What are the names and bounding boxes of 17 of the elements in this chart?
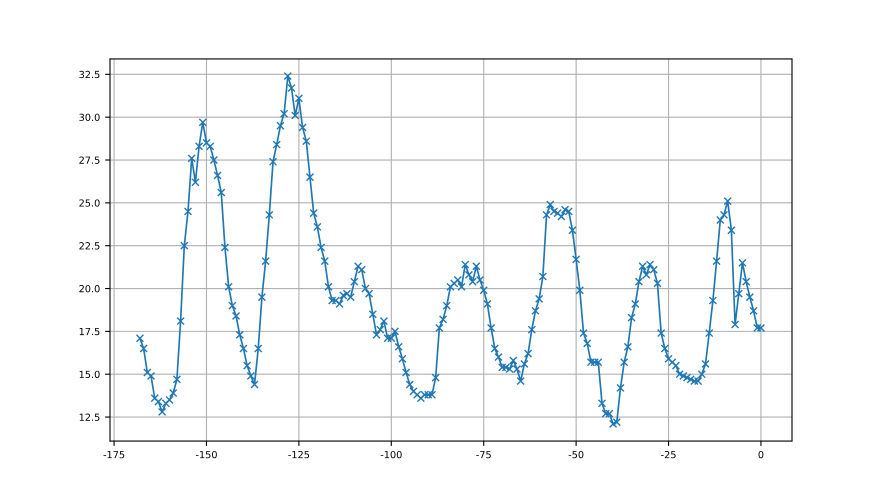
- x-tick-label: -175: [104, 451, 124, 458]
- x-tick-label: -125: [288, 450, 310, 458]
- y-tick-label: 30.0: [79, 114, 100, 121]
- y-tick-label: 17.5: [80, 328, 100, 336]
- y-tick-label: 22.5: [79, 242, 100, 250]
- y-tick-label: 32.5: [79, 70, 100, 78]
- y-tick-label: 20.0: [79, 285, 100, 292]
- x-tick-label: -25: [661, 450, 676, 458]
- y-tick-label: 15.0: [80, 370, 100, 378]
- y-tick-label: 27.5: [79, 156, 100, 164]
- x-tick-label: 0: [758, 450, 764, 458]
- x-tick-label: -50: [568, 450, 584, 458]
- y-tick-label: 25.0: [79, 199, 100, 207]
- x-tick-label: -150: [196, 450, 217, 458]
- y-tick-label: 12.5: [80, 414, 100, 421]
- x-tick-label: -100: [380, 450, 402, 458]
- x-tick-label: -75: [476, 451, 491, 458]
